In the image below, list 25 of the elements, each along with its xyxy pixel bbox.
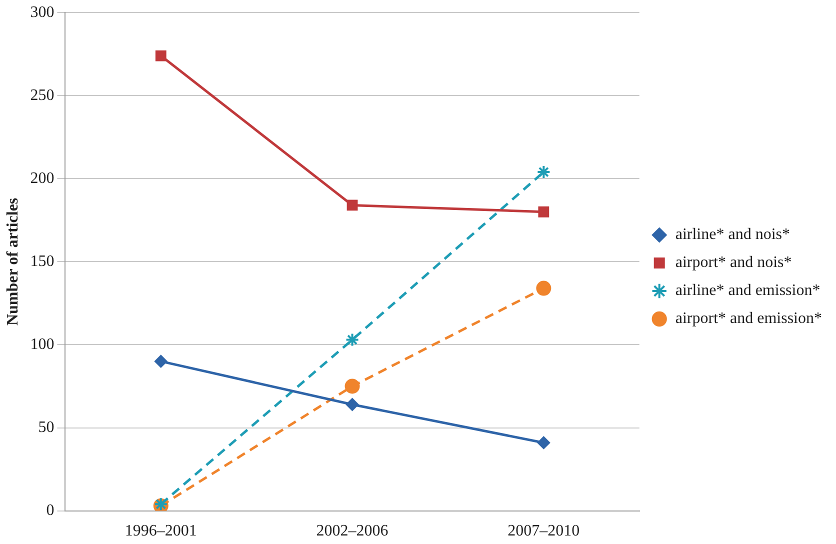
x-tick-label: 1996–2001 [124,522,197,540]
point [346,398,359,412]
y-axis-title: Number of articles [4,198,22,326]
point [538,206,550,218]
legend-label: airport* and nois* [675,254,792,272]
point [155,50,166,62]
y-tick-label: 200 [30,170,54,187]
y-tick-label: 150 [30,252,54,270]
legend-label: airline* and nois* [675,226,790,244]
y-tick-label: 0 [46,502,54,520]
x-tick-label: 2002–2006 [316,522,388,540]
point [154,354,168,368]
y-tick-label: 100 [30,336,54,353]
point [346,200,358,211]
y-tick-label: 50 [38,418,54,436]
point [537,436,550,450]
legend-label: airport* and emission* [675,310,822,328]
y-tick-label: 250 [30,86,54,104]
point [536,280,552,296]
point [536,165,551,180]
y-tick-label: 300 [30,4,54,21]
x-tick-label: 2007–2010 [508,522,580,540]
legend-label: airline* and emission* [675,282,820,300]
point [344,378,360,394]
point [345,332,360,347]
